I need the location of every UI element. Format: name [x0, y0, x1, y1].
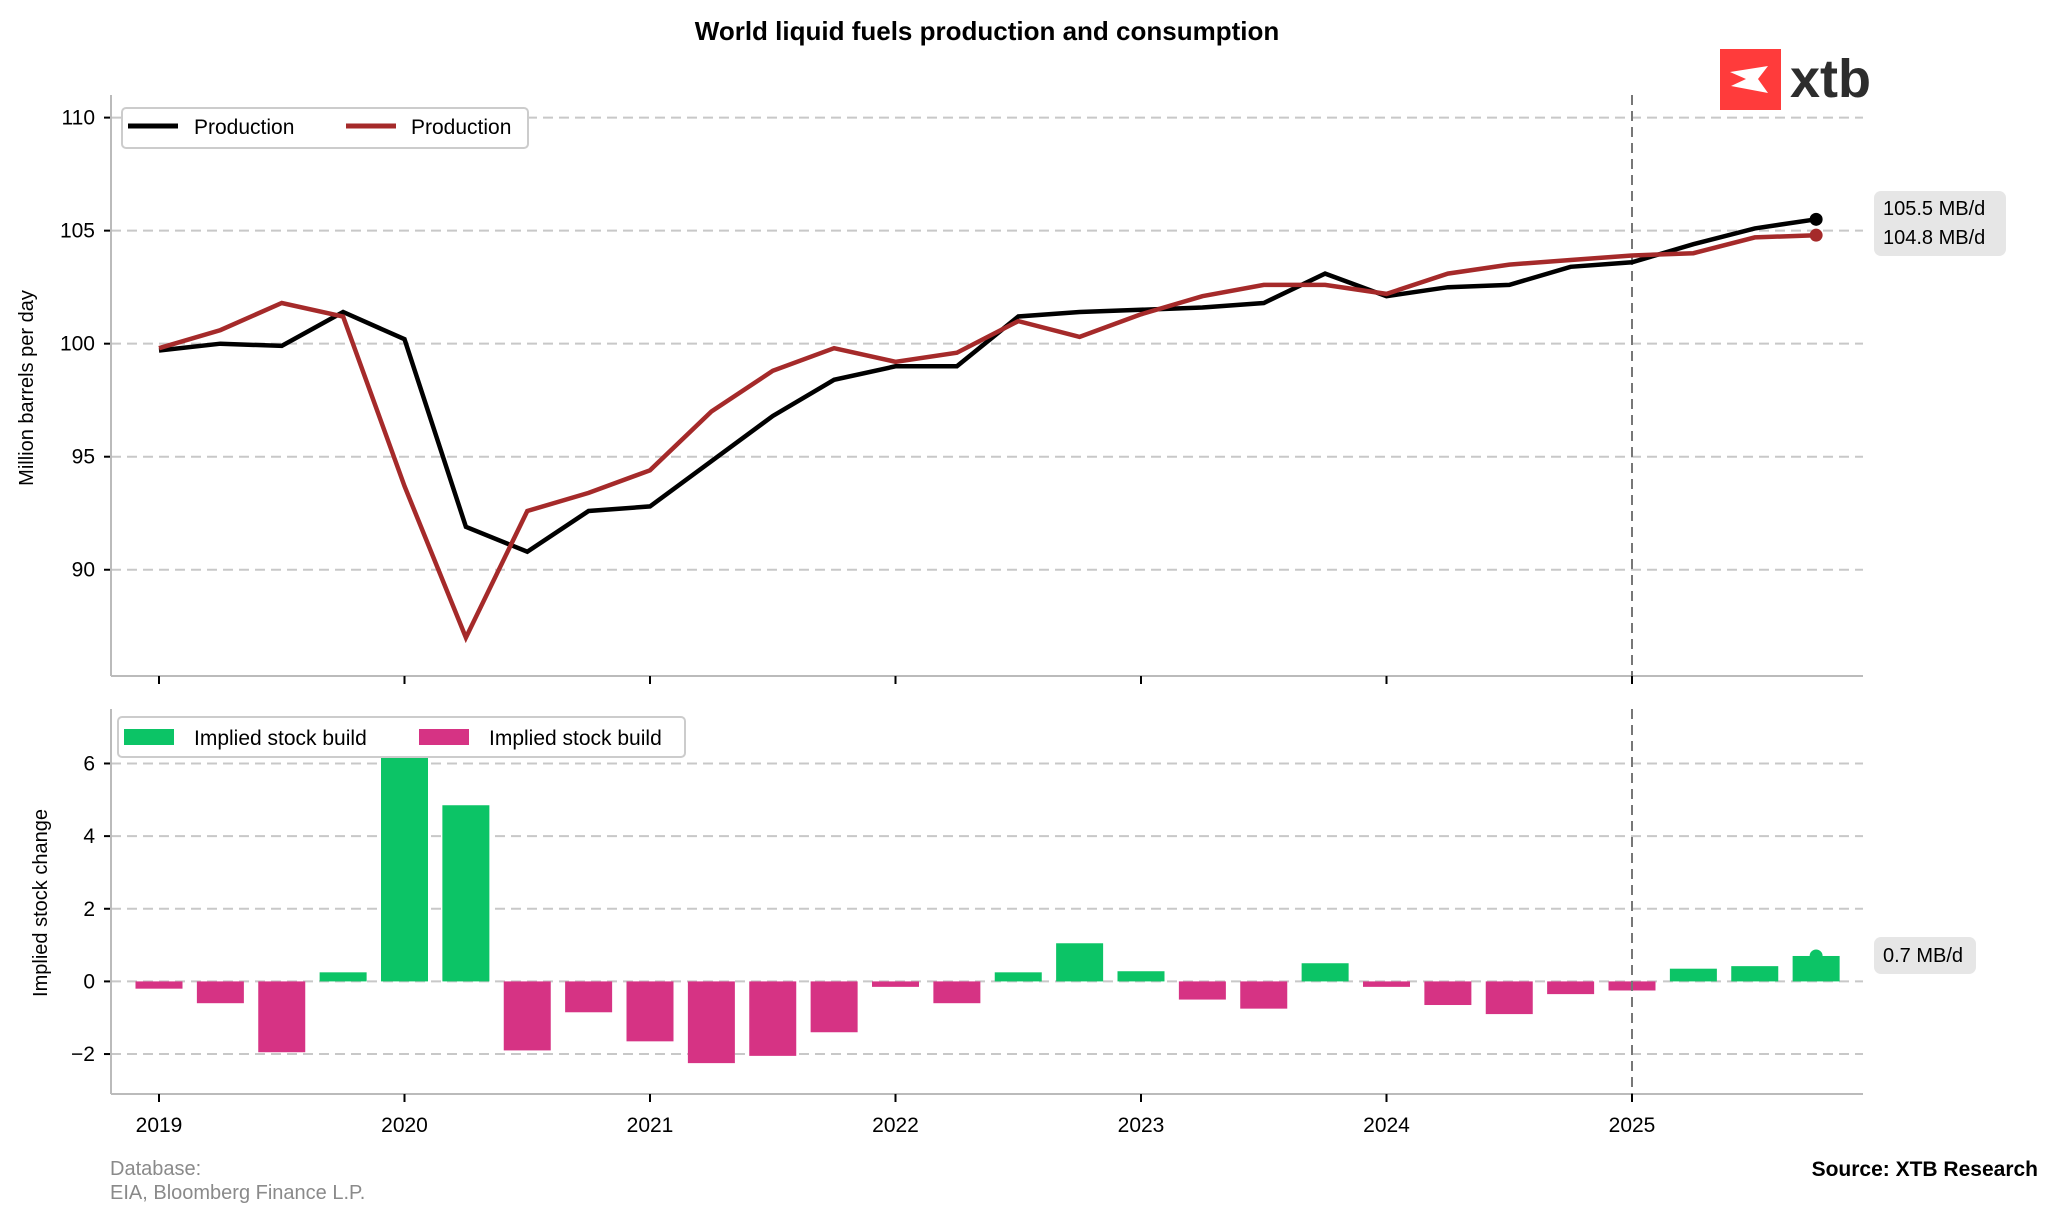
bar: [503, 981, 551, 1051]
footer-database-sources: EIA, Bloomberg Finance L.P.: [110, 1182, 365, 1204]
bar: [933, 981, 981, 1004]
xtb-logo-text: xtb: [1790, 49, 1871, 109]
series-end-point-production: [1809, 212, 1823, 226]
x-tick-label: 2020: [381, 1114, 428, 1137]
bar-end-badge: 0.7 MB/d: [1874, 937, 1976, 974]
bar: [872, 981, 919, 987]
y-tick-label: 2: [83, 898, 95, 921]
bar: [381, 745, 428, 982]
legend-label-production-black: Production: [194, 116, 294, 139]
bar: [1669, 968, 1717, 982]
x-tick-label: 2019: [136, 1114, 183, 1137]
line-end-badge: 105.5 MB/d 104.8 MB/d: [1874, 191, 2006, 256]
y-tick-label: 90: [72, 559, 95, 582]
bar: [135, 981, 183, 989]
bar: [1547, 981, 1595, 995]
y-tick-label: 0: [83, 970, 95, 993]
production-end-label: 105.5 MB/d: [1883, 198, 1985, 220]
bar: [1301, 963, 1349, 982]
bar: [687, 981, 735, 1064]
y-tick-label: −2: [71, 1043, 95, 1066]
legend-swatch-positive: [124, 729, 174, 745]
bar: [749, 981, 797, 1056]
bar: [1178, 981, 1226, 1000]
bar: [1056, 943, 1104, 982]
series-end-point-consumption: [1809, 228, 1823, 242]
bar: [1485, 981, 1533, 1015]
bar: [626, 981, 674, 1042]
x-tick-label: 2025: [1609, 1114, 1656, 1137]
bar: [1117, 971, 1165, 982]
legend-swatch-negative: [419, 729, 469, 745]
consumption-end-label: 104.8 MB/d: [1883, 227, 1985, 249]
xtb-logo-glyph: [1730, 66, 1768, 93]
bar: [1731, 966, 1779, 982]
bar: [442, 805, 490, 982]
legend-label-production-red: Production: [411, 116, 511, 139]
x-tick-label: 2023: [1118, 1114, 1165, 1137]
stock-change-end-label: 0.7 MB/d: [1883, 945, 1963, 967]
x-tick-label: 2024: [1363, 1114, 1410, 1137]
x-tick-label: 2021: [627, 1114, 674, 1137]
y-tick-label: 4: [83, 825, 95, 848]
bar: [810, 981, 858, 1033]
top-legend: Production Production: [121, 107, 529, 149]
y-tick-label: 95: [72, 446, 95, 469]
bar: [196, 981, 244, 1004]
bar: [1363, 981, 1410, 987]
xtb-logo: xtb: [1720, 49, 1871, 110]
bottom-y-axis-label: Implied stock change: [30, 809, 52, 997]
bottom-legend: Implied stock build Implied stock build: [117, 716, 686, 758]
bar: [1424, 981, 1472, 1006]
series-line-production: [158, 217, 1817, 555]
top-y-axis-label: Million barrels per day: [16, 290, 38, 486]
legend-label-negative: Implied stock build: [489, 727, 662, 750]
chart-title: World liquid fuels production and consum…: [695, 16, 1279, 46]
footer-database-label: Database:: [110, 1158, 201, 1180]
bar: [565, 981, 613, 1013]
bar: [994, 972, 1042, 982]
x-tick-label: 2022: [872, 1114, 919, 1137]
bar: [1240, 981, 1288, 1009]
bar: [319, 972, 367, 982]
legend-label-positive: Implied stock build: [194, 727, 367, 750]
y-tick-label: 100: [60, 333, 95, 356]
y-tick-label: 110: [62, 107, 95, 130]
bar: [258, 981, 306, 1053]
top-panel: 90 95 100 105 110: [60, 95, 1863, 684]
series-line-consumption: [158, 232, 1817, 644]
y-tick-label: 6: [83, 752, 95, 775]
footer-source: Source: XTB Research: [1812, 1158, 2038, 1181]
bar-end-point: [1809, 949, 1823, 963]
y-tick-label: 105: [60, 220, 95, 243]
bottom-panel: −2 0 2 4 6 2019 2020 2021 2022 2023 2024 2025: [71, 709, 1863, 1137]
